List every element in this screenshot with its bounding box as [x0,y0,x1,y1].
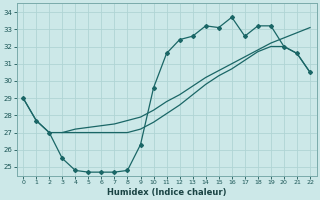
X-axis label: Humidex (Indice chaleur): Humidex (Indice chaleur) [107,188,226,197]
